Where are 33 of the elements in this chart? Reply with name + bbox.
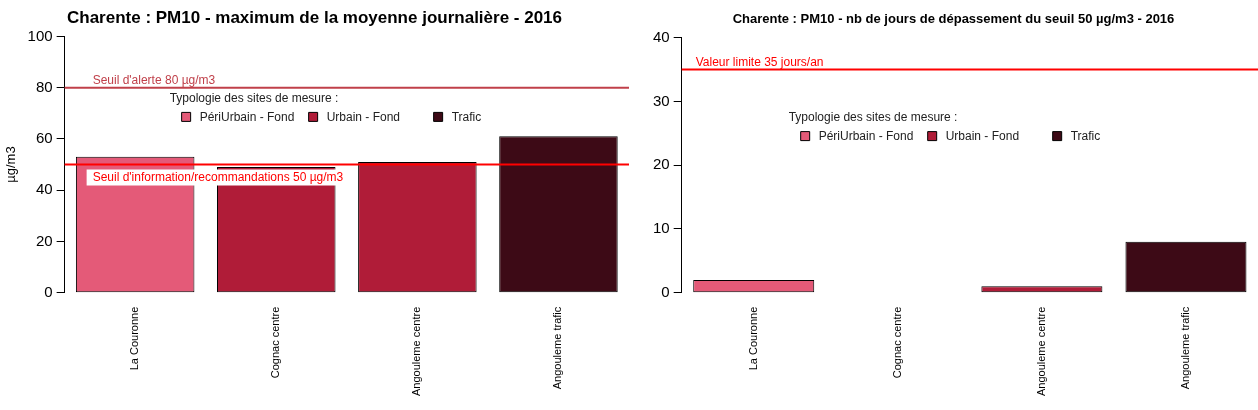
legend-label: PériUrbain - Fond [818,128,914,143]
y-tick-label: 0 [661,282,670,300]
x-tick-label: Angouleme centre [1034,306,1047,396]
chart-title: Charente : PM10 - nb de jours de dépassement du seuil 50 µg/m3 - 2016 [732,11,1175,27]
ref-line-label: Seuil d'information/recommandations 50 µg/m3 [92,169,344,184]
y-tick-label: 80 [35,77,53,95]
chart-title: Charente : PM10 - maximum de la moyenne journalière - 2016 [66,7,563,27]
legend-label: Urbain - Fond [945,128,1020,143]
legend-title: Typologie des sites de mesure : [169,90,339,105]
y-tick-label: 20 [35,231,53,249]
ref-line-label: Seuil d'alerte 80 µg/m3 [92,72,216,87]
x-tick-label: Cognac centre [269,306,282,379]
y-tick-label: 40 [653,27,670,45]
x-tick-label: Angouleme centre [410,306,423,396]
x-tick-label: Cognac centre [890,306,903,379]
y-tick-label: 40 [35,180,53,198]
legend-title: Typologie des sites de mesure : [788,109,958,124]
y-tick-label: 20 [653,155,670,173]
y-axis-title: µg/m3 [3,146,19,183]
y-tick-label: 0 [44,282,53,300]
x-tick-label: La Couronne [128,306,141,371]
legend-label: Urbain - Fond [326,109,400,124]
legend-label: Trafic [1070,128,1101,143]
y-tick-label: 60 [35,129,53,147]
ref-line-label: Valeur limite 35 jours/an [695,54,824,69]
legend-label: Trafic [451,109,482,124]
legend-label: PériUrbain - Fond [199,109,295,124]
y-tick-label: 30 [653,91,670,109]
y-tick-label: 10 [653,219,670,237]
x-tick-label: Angouleme trafic [1178,306,1191,390]
y-tick-label: 100 [27,26,53,44]
x-tick-label: Angouleme trafic [551,306,564,390]
x-tick-label: La Couronne [746,306,759,371]
